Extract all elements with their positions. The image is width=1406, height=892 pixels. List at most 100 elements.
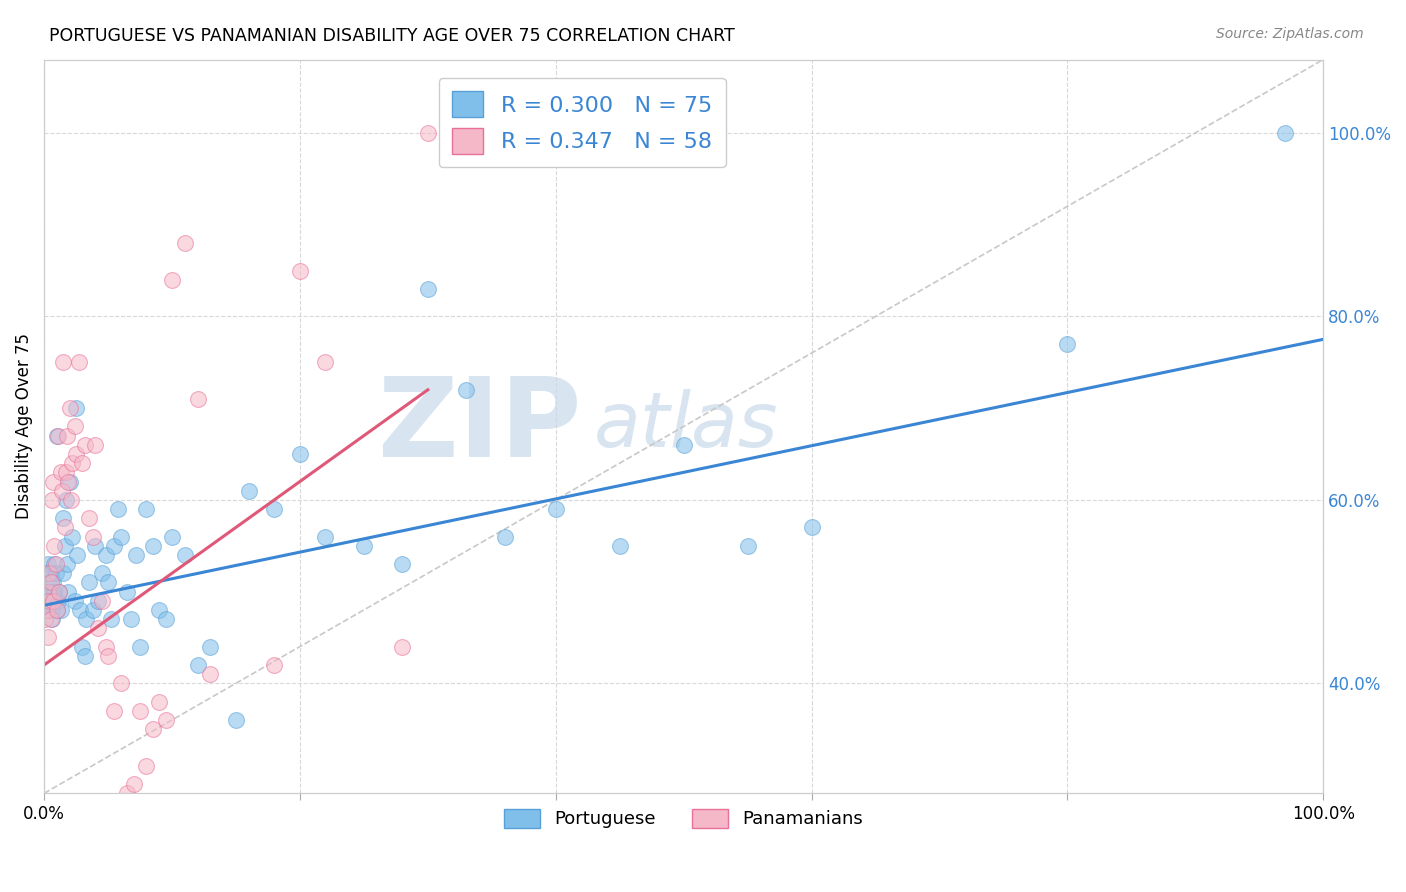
- Point: [55, 492, 77, 507]
- Legend: Portuguese, Panamanians: Portuguese, Panamanians: [496, 801, 870, 836]
- Point: [39, 584, 62, 599]
- Point: [45, 566, 67, 581]
- Point: [38, 566, 60, 581]
- Point: [38, 593, 60, 607]
- Point: [103, 539, 125, 553]
- Point: [84, 438, 107, 452]
- Point: [609, 539, 631, 553]
- Point: [72, 640, 94, 654]
- Point: [42, 593, 65, 607]
- Point: [391, 640, 413, 654]
- Point: [46, 428, 69, 442]
- Point: [416, 282, 439, 296]
- Point: [63, 593, 86, 607]
- Point: [49, 466, 72, 480]
- Point: [97, 575, 120, 590]
- Point: [69, 603, 91, 617]
- Point: [187, 392, 209, 406]
- Point: [160, 273, 183, 287]
- Point: [56, 557, 79, 571]
- Point: [173, 235, 195, 250]
- Point: [77, 511, 100, 525]
- Point: [129, 640, 152, 654]
- Point: [110, 676, 132, 690]
- Point: [53, 539, 76, 553]
- Point: [120, 612, 142, 626]
- Point: [41, 492, 63, 507]
- Point: [65, 401, 87, 416]
- Point: [35, 603, 58, 617]
- Point: [288, 447, 311, 461]
- Point: [60, 456, 83, 470]
- Point: [225, 796, 247, 810]
- Point: [672, 438, 695, 452]
- Point: [51, 483, 73, 498]
- Point: [65, 447, 87, 461]
- Point: [391, 557, 413, 571]
- Point: [66, 548, 89, 562]
- Point: [250, 796, 273, 810]
- Point: [34, 566, 56, 581]
- Point: [44, 539, 66, 553]
- Y-axis label: Disability Age Over 75: Disability Age Over 75: [15, 334, 32, 519]
- Point: [52, 566, 75, 581]
- Text: Source: ZipAtlas.com: Source: ZipAtlas.com: [1216, 27, 1364, 41]
- Point: [416, 126, 439, 140]
- Point: [1274, 126, 1296, 140]
- Point: [263, 502, 285, 516]
- Point: [59, 401, 82, 416]
- Point: [129, 704, 152, 718]
- Point: [737, 539, 759, 553]
- Point: [94, 640, 117, 654]
- Point: [42, 575, 65, 590]
- Point: [315, 529, 337, 543]
- Point: [56, 428, 79, 442]
- Point: [38, 593, 60, 607]
- Point: [173, 548, 195, 562]
- Point: [38, 575, 60, 590]
- Point: [117, 786, 139, 800]
- Point: [142, 539, 165, 553]
- Point: [39, 612, 62, 626]
- Point: [1056, 337, 1078, 351]
- Point: [42, 475, 65, 489]
- Point: [90, 593, 112, 607]
- Point: [107, 502, 129, 516]
- Point: [59, 492, 82, 507]
- Text: atlas: atlas: [595, 390, 779, 464]
- Text: PORTUGUESE VS PANAMANIAN DISABILITY AGE OVER 75 CORRELATION CHART: PORTUGUESE VS PANAMANIAN DISABILITY AGE …: [49, 27, 735, 45]
- Point: [94, 548, 117, 562]
- Point: [148, 695, 170, 709]
- Point: [187, 657, 209, 672]
- Point: [353, 539, 375, 553]
- Point: [72, 456, 94, 470]
- Point: [52, 511, 75, 525]
- Point: [39, 575, 62, 590]
- Point: [37, 631, 59, 645]
- Point: [288, 263, 311, 277]
- Point: [37, 557, 59, 571]
- Point: [456, 383, 478, 397]
- Point: [67, 355, 90, 369]
- Point: [87, 621, 110, 635]
- Point: [100, 612, 122, 626]
- Point: [225, 713, 247, 727]
- Point: [200, 667, 222, 681]
- Point: [800, 520, 823, 534]
- Point: [48, 584, 70, 599]
- Point: [46, 593, 69, 607]
- Point: [41, 612, 63, 626]
- Point: [44, 584, 66, 599]
- Point: [82, 529, 104, 543]
- Point: [77, 575, 100, 590]
- Point: [60, 529, 83, 543]
- Point: [97, 648, 120, 663]
- Point: [73, 438, 96, 452]
- Point: [39, 566, 62, 581]
- Point: [160, 529, 183, 543]
- Point: [263, 657, 285, 672]
- Point: [87, 593, 110, 607]
- Point: [73, 648, 96, 663]
- Point: [44, 557, 66, 571]
- Point: [135, 759, 157, 773]
